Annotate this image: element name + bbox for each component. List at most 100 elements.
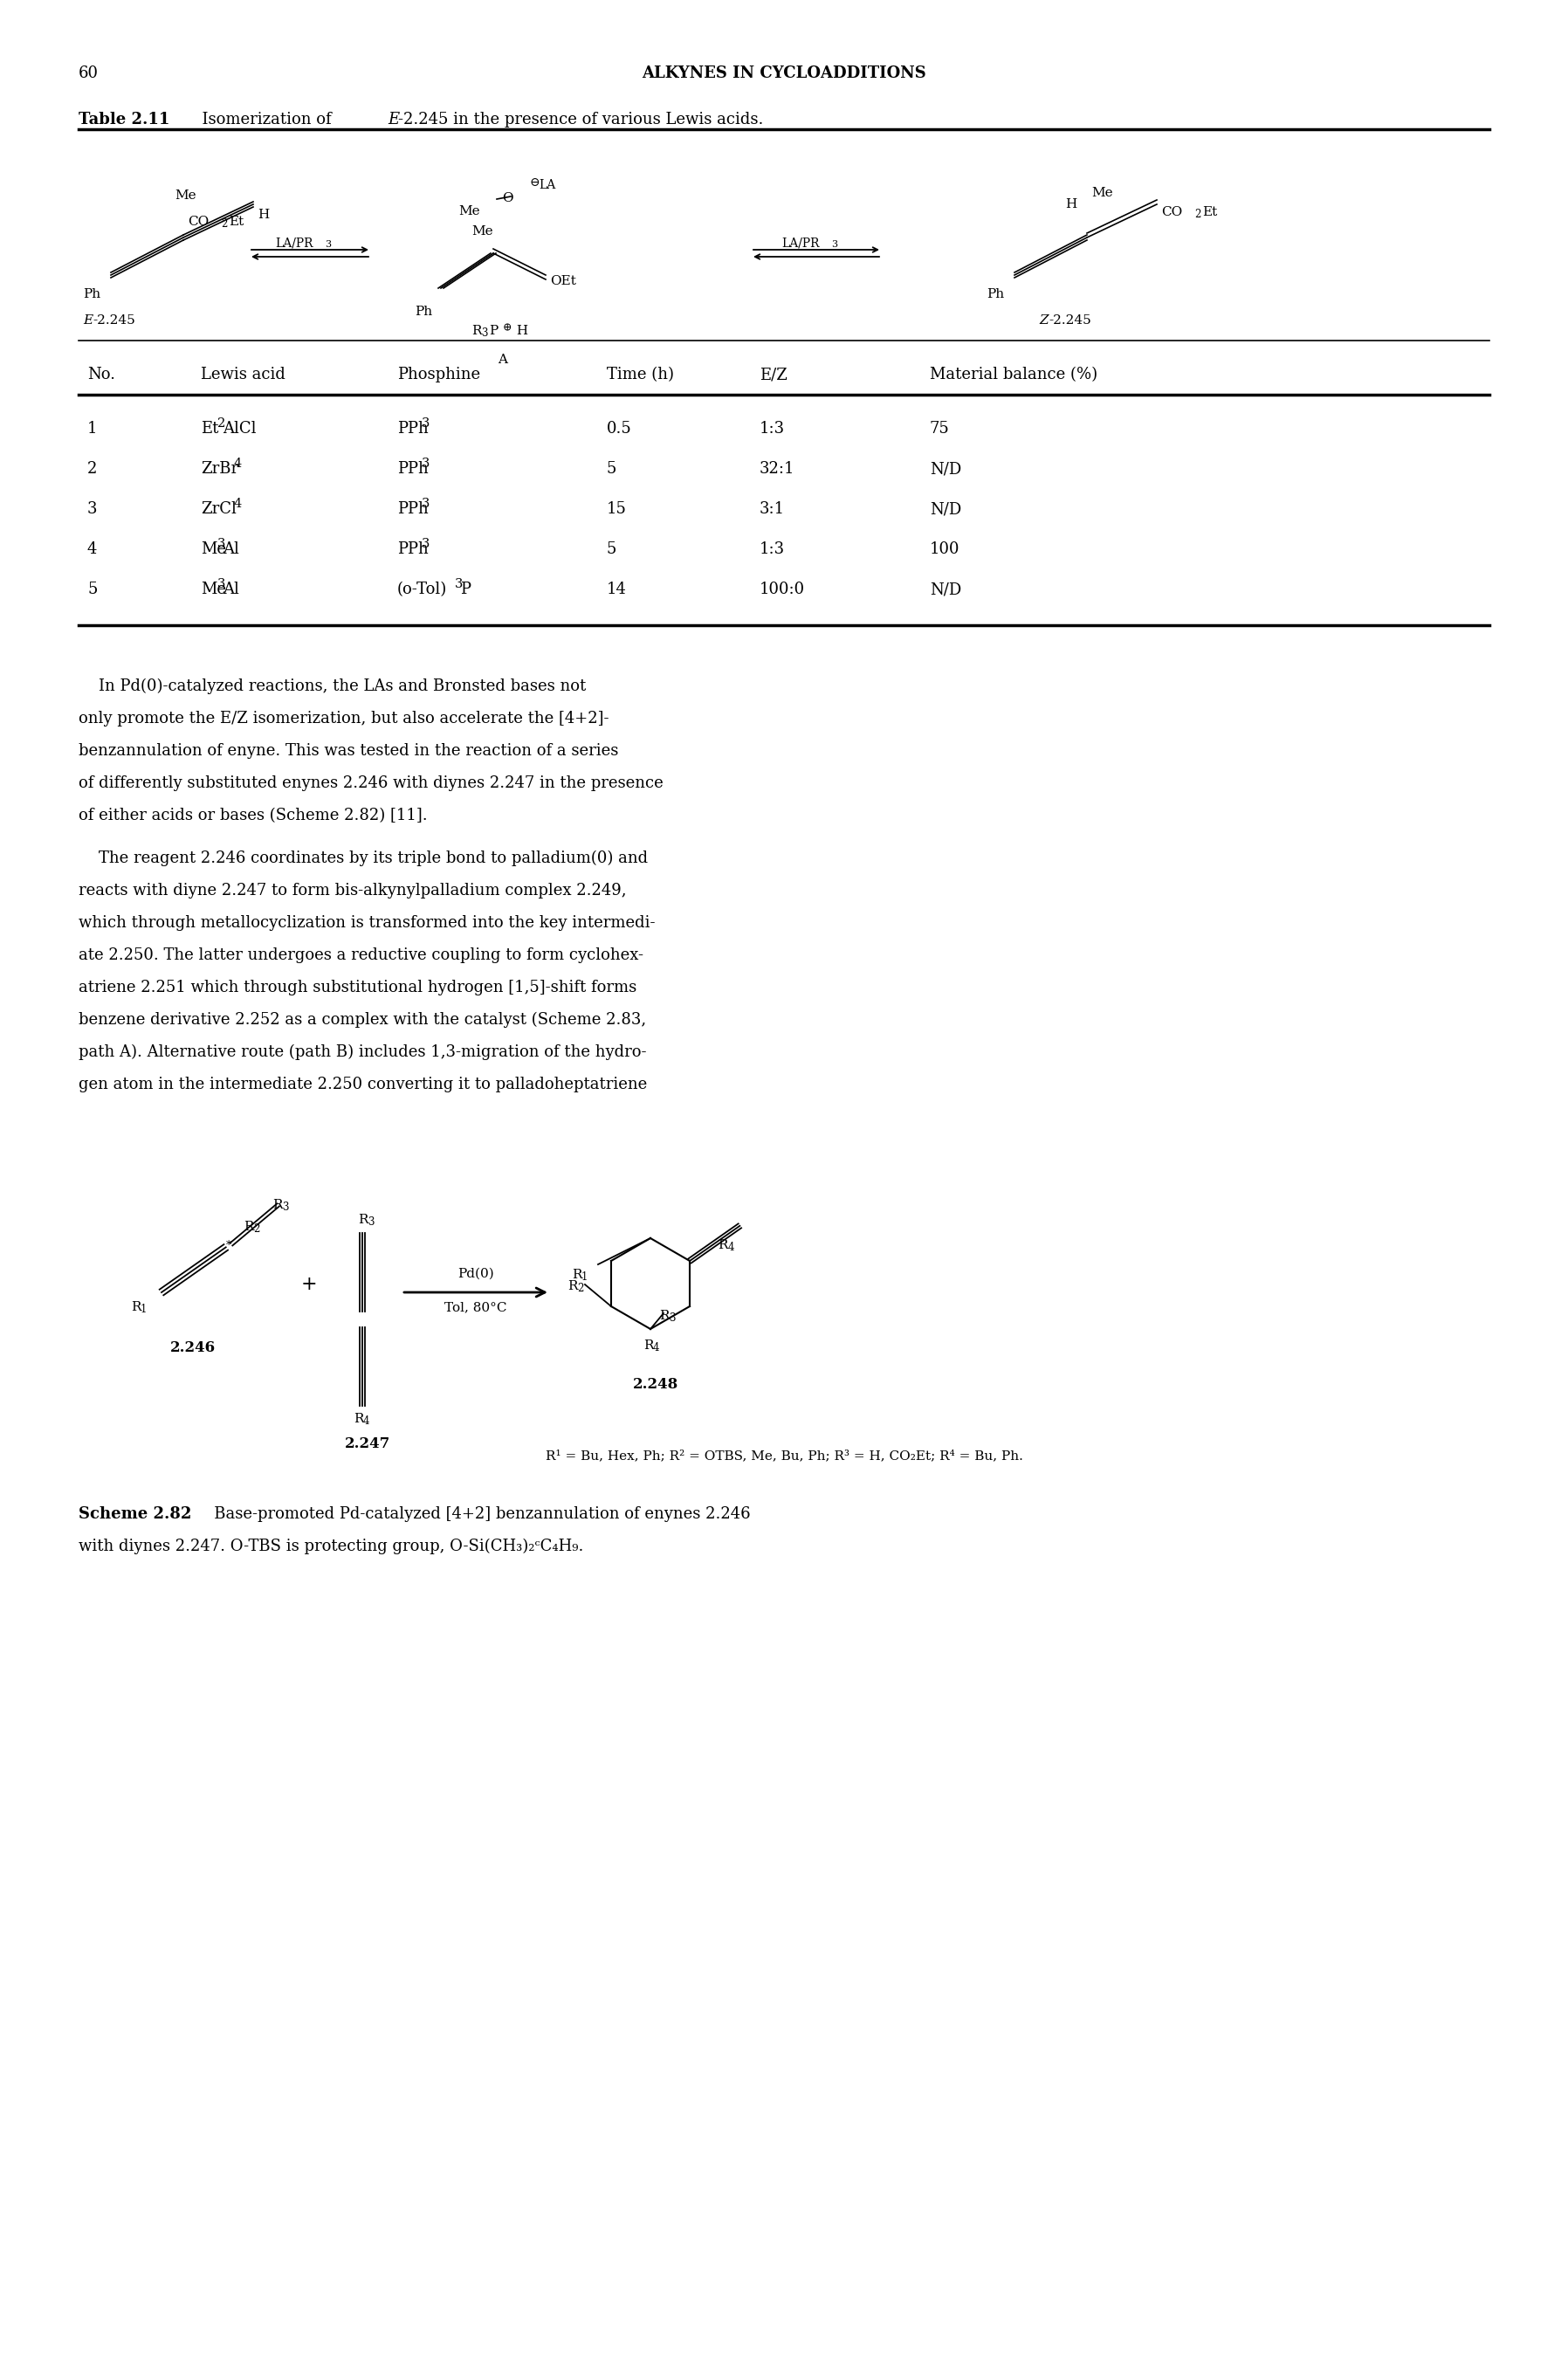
Text: R: R bbox=[568, 1280, 577, 1292]
Text: A: A bbox=[497, 354, 506, 366]
Text: Phosphine: Phosphine bbox=[397, 366, 480, 383]
Text: Lewis acid: Lewis acid bbox=[201, 366, 285, 383]
Text: 1:3: 1:3 bbox=[759, 420, 786, 437]
Text: path A). Alternative route (path B) includes 1,3-migration of the hydro-: path A). Alternative route (path B) incl… bbox=[78, 1044, 646, 1061]
Text: Me: Me bbox=[1091, 187, 1113, 198]
Text: Me: Me bbox=[458, 205, 480, 217]
Text: CO: CO bbox=[188, 215, 209, 227]
Text: benzannulation of enyne. This was tested in the reaction of a series: benzannulation of enyne. This was tested… bbox=[78, 744, 618, 758]
Text: only promote the E/Z isomerization, but also accelerate the [4+2]-: only promote the E/Z isomerization, but … bbox=[78, 711, 608, 727]
Text: 1: 1 bbox=[88, 420, 97, 437]
Text: 2.248: 2.248 bbox=[633, 1377, 679, 1391]
Text: PPh: PPh bbox=[397, 461, 428, 477]
Text: 3: 3 bbox=[367, 1216, 375, 1228]
Text: 0.5: 0.5 bbox=[607, 420, 632, 437]
Text: 4: 4 bbox=[728, 1242, 734, 1252]
Text: 3: 3 bbox=[422, 458, 430, 470]
Text: Pd(0): Pd(0) bbox=[458, 1268, 494, 1280]
Text: 3: 3 bbox=[216, 579, 226, 590]
Text: The reagent 2.246 coordinates by its triple bond to palladium(0) and: The reagent 2.246 coordinates by its tri… bbox=[78, 850, 648, 867]
Text: Z: Z bbox=[1040, 314, 1047, 326]
Text: 3: 3 bbox=[88, 501, 97, 517]
Text: Ph: Ph bbox=[986, 288, 1004, 300]
Text: OEt: OEt bbox=[550, 274, 575, 288]
Text: H: H bbox=[1065, 198, 1077, 210]
Text: *: * bbox=[226, 1240, 232, 1252]
Text: 3: 3 bbox=[481, 328, 488, 338]
Text: LA/PR: LA/PR bbox=[274, 239, 314, 250]
Text: O: O bbox=[502, 191, 513, 205]
Text: CO: CO bbox=[1162, 205, 1182, 217]
Text: R: R bbox=[132, 1301, 141, 1313]
Text: 1: 1 bbox=[582, 1271, 588, 1283]
Text: ZrCl: ZrCl bbox=[201, 501, 237, 517]
Text: Et: Et bbox=[1203, 205, 1217, 217]
Text: Me: Me bbox=[201, 541, 226, 557]
Text: 60: 60 bbox=[78, 66, 99, 80]
Text: ALKYNES IN CYCLOADDITIONS: ALKYNES IN CYCLOADDITIONS bbox=[641, 66, 927, 80]
Text: 3: 3 bbox=[216, 539, 226, 550]
Text: Et: Et bbox=[201, 420, 218, 437]
Text: 3: 3 bbox=[282, 1202, 289, 1214]
Text: ate 2.250. The latter undergoes a reductive coupling to form cyclohex-: ate 2.250. The latter undergoes a reduct… bbox=[78, 947, 643, 964]
Text: Material balance (%): Material balance (%) bbox=[930, 366, 1098, 383]
Text: Isomerization of: Isomerization of bbox=[191, 111, 337, 128]
Text: of either acids or bases (Scheme 2.82) [11].: of either acids or bases (Scheme 2.82) [… bbox=[78, 808, 428, 824]
Text: 3: 3 bbox=[455, 579, 463, 590]
Text: PPh: PPh bbox=[397, 501, 428, 517]
Text: R: R bbox=[472, 326, 481, 338]
Text: R: R bbox=[718, 1240, 728, 1252]
Text: 2.247: 2.247 bbox=[345, 1436, 390, 1450]
Text: +: + bbox=[301, 1275, 317, 1294]
Text: 2: 2 bbox=[252, 1224, 259, 1235]
Text: -2.245 in the presence of various Lewis acids.: -2.245 in the presence of various Lewis … bbox=[398, 111, 764, 128]
Text: 3: 3 bbox=[831, 241, 837, 248]
Text: AlCl: AlCl bbox=[223, 420, 257, 437]
Text: Me: Me bbox=[472, 224, 492, 239]
Text: with diynes 2.247. O-TBS is protecting group, O-Si(CH₃)₂ᶜC₄H₉.: with diynes 2.247. O-TBS is protecting g… bbox=[78, 1538, 583, 1554]
Text: 5: 5 bbox=[88, 581, 97, 598]
Text: 2: 2 bbox=[577, 1283, 583, 1294]
Text: Table 2.11: Table 2.11 bbox=[78, 111, 169, 128]
Text: 4: 4 bbox=[234, 498, 241, 510]
Text: 3: 3 bbox=[670, 1313, 676, 1323]
Text: R: R bbox=[659, 1311, 670, 1323]
Text: -2.245: -2.245 bbox=[1049, 314, 1091, 326]
Text: 3: 3 bbox=[325, 241, 331, 248]
Text: E: E bbox=[83, 314, 93, 326]
Text: PPh: PPh bbox=[397, 541, 428, 557]
Text: R: R bbox=[643, 1339, 654, 1351]
Text: -2.245: -2.245 bbox=[93, 314, 135, 326]
Text: PPh: PPh bbox=[397, 420, 428, 437]
Text: Time (h): Time (h) bbox=[607, 366, 674, 383]
Text: of differently substituted enynes 2.246 with diynes 2.247 in the presence: of differently substituted enynes 2.246 … bbox=[78, 775, 663, 791]
Text: Al: Al bbox=[223, 581, 240, 598]
Text: LA/PR: LA/PR bbox=[781, 239, 820, 250]
Text: which through metallocyclization is transformed into the key intermedi-: which through metallocyclization is tran… bbox=[78, 914, 655, 931]
Text: 4: 4 bbox=[88, 541, 97, 557]
Text: P: P bbox=[461, 581, 470, 598]
Text: 2: 2 bbox=[221, 217, 227, 229]
Text: 2: 2 bbox=[1195, 208, 1201, 220]
Text: ⊖: ⊖ bbox=[530, 177, 539, 189]
Text: E: E bbox=[387, 111, 400, 128]
Text: 3: 3 bbox=[422, 418, 430, 430]
Text: 3: 3 bbox=[422, 539, 430, 550]
Text: R¹ = Bu, Hex, Ph; R² = OTBS, Me, Bu, Ph; R³ = H, CO₂Et; R⁴ = Bu, Ph.: R¹ = Bu, Hex, Ph; R² = OTBS, Me, Bu, Ph;… bbox=[546, 1450, 1022, 1462]
Text: No.: No. bbox=[88, 366, 114, 383]
Text: reacts with diyne 2.247 to form bis-alkynylpalladium complex 2.249,: reacts with diyne 2.247 to form bis-alky… bbox=[78, 883, 626, 898]
Text: 32:1: 32:1 bbox=[759, 461, 795, 477]
Text: 1:3: 1:3 bbox=[759, 541, 786, 557]
Text: 5: 5 bbox=[607, 461, 616, 477]
Text: Ph: Ph bbox=[83, 288, 100, 300]
Text: 2: 2 bbox=[216, 418, 226, 430]
Text: R: R bbox=[358, 1214, 368, 1226]
Text: Al: Al bbox=[223, 541, 240, 557]
Text: LA: LA bbox=[539, 180, 555, 191]
Text: R: R bbox=[273, 1200, 282, 1212]
Text: 14: 14 bbox=[607, 581, 627, 598]
Text: 4: 4 bbox=[234, 458, 241, 470]
Text: N/D: N/D bbox=[930, 501, 961, 517]
Text: 75: 75 bbox=[930, 420, 950, 437]
Text: 3: 3 bbox=[422, 498, 430, 510]
